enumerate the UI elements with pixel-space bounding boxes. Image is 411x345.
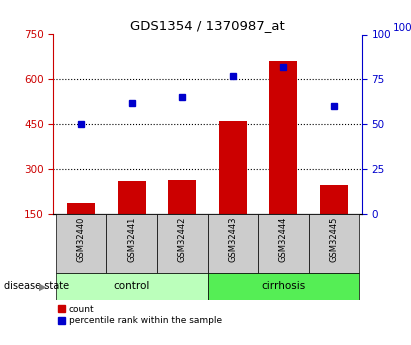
Text: GSM32441: GSM32441 bbox=[127, 217, 136, 262]
Bar bbox=[56, 214, 106, 273]
Bar bbox=[118, 181, 145, 214]
Bar bbox=[169, 179, 196, 214]
Text: GSM32445: GSM32445 bbox=[329, 217, 338, 262]
Bar bbox=[258, 214, 309, 273]
Bar bbox=[309, 214, 359, 273]
Bar bbox=[270, 61, 297, 214]
Text: GSM32440: GSM32440 bbox=[77, 217, 86, 262]
Text: cirrhosis: cirrhosis bbox=[261, 282, 305, 291]
Text: GSM32442: GSM32442 bbox=[178, 217, 187, 262]
Bar bbox=[208, 273, 359, 300]
Bar bbox=[106, 214, 157, 273]
Title: GDS1354 / 1370987_at: GDS1354 / 1370987_at bbox=[130, 19, 285, 32]
Y-axis label: 100%: 100% bbox=[393, 23, 411, 33]
Bar bbox=[56, 273, 208, 300]
Legend: count, percentile rank within the sample: count, percentile rank within the sample bbox=[58, 305, 222, 325]
Bar bbox=[157, 214, 208, 273]
Bar bbox=[208, 214, 258, 273]
Text: disease state: disease state bbox=[4, 282, 69, 291]
Bar bbox=[67, 204, 95, 214]
Text: GSM32444: GSM32444 bbox=[279, 217, 288, 262]
Text: ▶: ▶ bbox=[39, 282, 47, 291]
Text: control: control bbox=[113, 282, 150, 291]
Bar bbox=[219, 121, 247, 214]
Text: GSM32443: GSM32443 bbox=[229, 217, 237, 262]
Bar bbox=[320, 186, 348, 214]
